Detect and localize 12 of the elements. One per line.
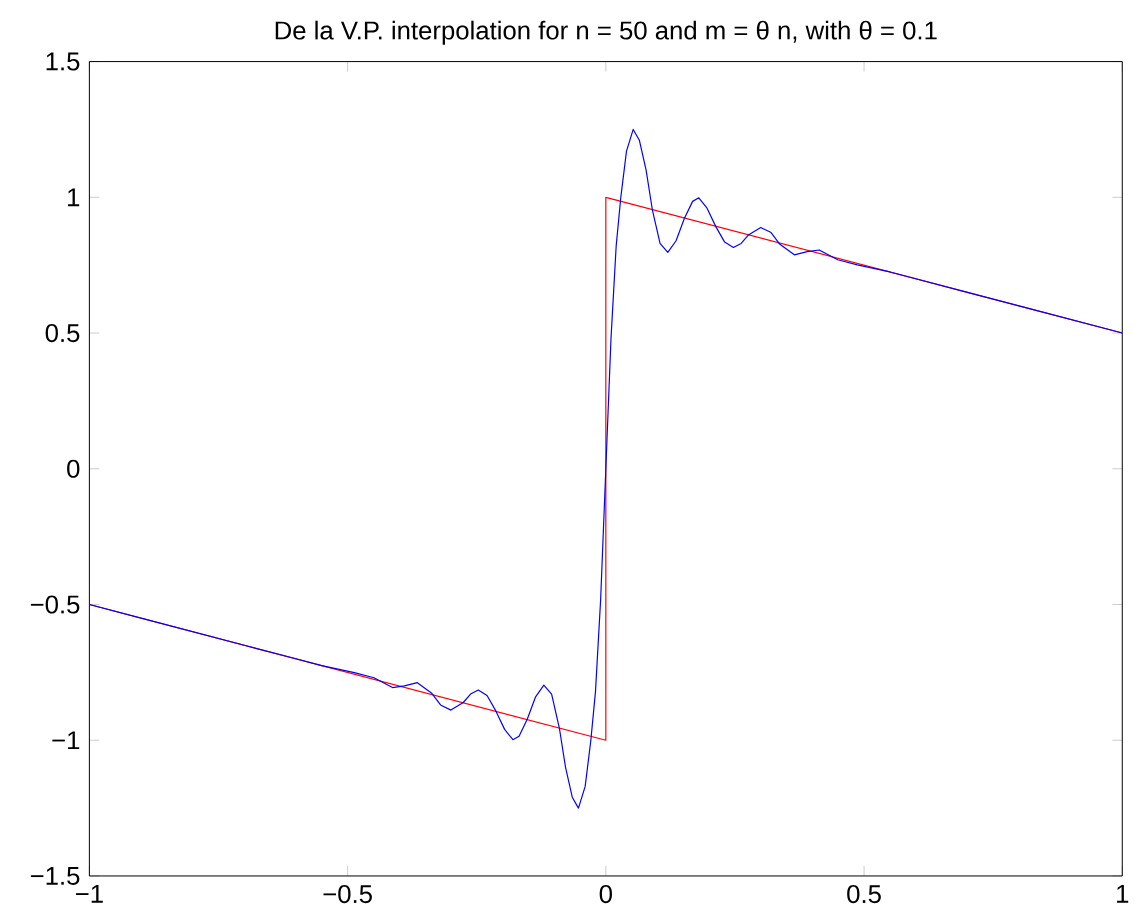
y-tick-label: −1 [52, 731, 80, 750]
y-tick-label: 1 [68, 188, 80, 207]
y-tick-label: −1.5 [30, 867, 80, 886]
y-tick-label: −0.5 [30, 595, 80, 614]
y-tick-label: 0 [67, 459, 80, 479]
x-tick-label: 0.5 [847, 885, 881, 904]
x-tick-label: 1 [1117, 885, 1129, 903]
x-tick-label: 0 [599, 885, 612, 904]
y-tick-label: 0.5 [45, 324, 80, 343]
chart-title: De la V.P. interpolation for n = 50 and m = θ n, with θ = 0.1 [275, 20, 937, 45]
x-tick-label: −0.5 [323, 885, 372, 904]
y-tick-label: 1.5 [46, 52, 80, 71]
